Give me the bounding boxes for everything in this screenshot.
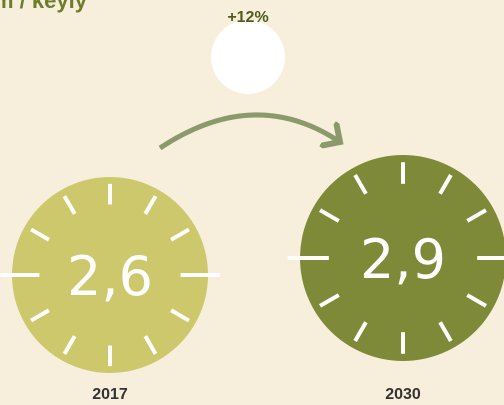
year-label: 2030 (385, 386, 421, 403)
dial-tick (143, 335, 158, 355)
dial-value: 2,6 (67, 245, 153, 308)
dial-tick (353, 321, 368, 342)
dial-tick (143, 195, 158, 215)
dial-tick (438, 321, 453, 342)
dial-tick (466, 208, 487, 223)
dial-tick (353, 174, 368, 195)
title: m / keyly (0, 0, 88, 13)
arrow (158, 112, 340, 151)
dial-tick (170, 308, 190, 323)
dial-tick (319, 208, 340, 223)
dial (300, 155, 504, 361)
change-label: +12% (227, 9, 268, 26)
dial-tick (466, 293, 487, 308)
dial-value: 2,9 (360, 228, 446, 291)
dial-tick (62, 195, 77, 215)
dial-tick (62, 335, 77, 355)
change-badge (211, 20, 285, 94)
dial-tick (170, 227, 190, 242)
dial-tick (30, 227, 50, 242)
dial-tick (30, 308, 50, 323)
dial-tick (438, 174, 453, 195)
dial-tick (319, 293, 340, 308)
year-label: 2017 (92, 386, 128, 403)
dial (12, 177, 208, 373)
